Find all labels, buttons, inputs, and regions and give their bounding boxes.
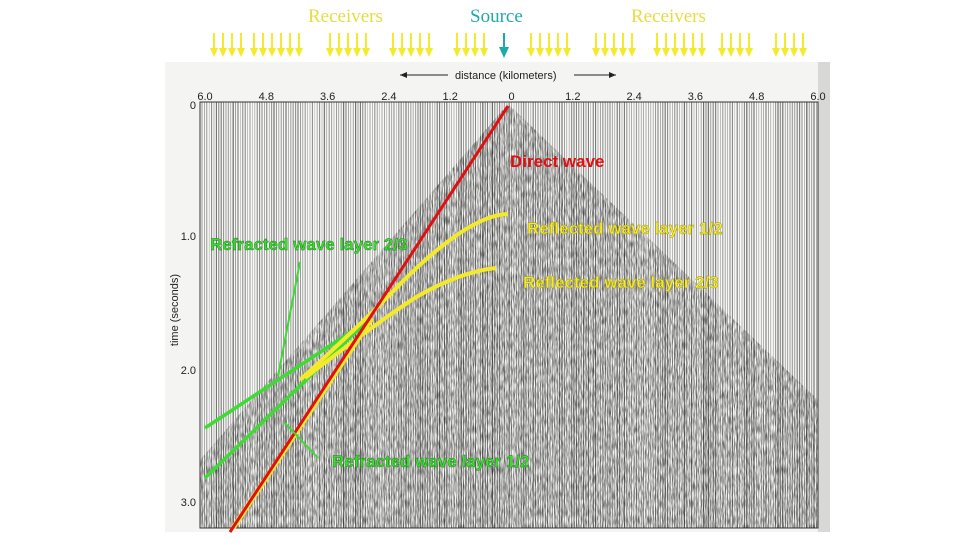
reflected-12-label: Reflected wave layer 1/2 xyxy=(527,219,723,238)
receiver-arrow xyxy=(407,33,415,57)
receiver-arrow xyxy=(563,33,571,57)
scan-edge xyxy=(818,62,830,532)
receiver-arrow xyxy=(362,33,370,57)
distance-axis-label: distance (kilometers) xyxy=(455,70,556,82)
receiver-arrow xyxy=(259,33,267,57)
receivers-left-label: Receivers xyxy=(308,6,383,27)
receiver-arrow xyxy=(790,33,798,57)
receiver-arrows xyxy=(210,33,807,58)
distance-tick-label: 6.0 xyxy=(197,91,212,103)
distance-tick-label: 2.4 xyxy=(626,91,641,103)
receiver-arrow xyxy=(277,33,285,57)
reflected-23-curve xyxy=(303,266,497,380)
receiver-arrow xyxy=(736,33,744,57)
direct-wave-label: Direct wave xyxy=(510,152,605,171)
distance-tick-label: 2.4 xyxy=(381,91,396,103)
distance-tick-label: 1.2 xyxy=(443,91,458,103)
receiver-arrow xyxy=(718,33,726,57)
distance-tick-label: 1.2 xyxy=(565,91,580,103)
receiver-arrow xyxy=(799,33,807,57)
distance-tick-label: 3.6 xyxy=(688,91,703,103)
receiver-arrow xyxy=(326,33,334,57)
direct-wave-line xyxy=(228,105,510,533)
receiver-arrow xyxy=(286,33,294,57)
receiver-arrow xyxy=(295,33,303,57)
distance-tick-label: 3.6 xyxy=(320,91,335,103)
time-tick-label: 0 xyxy=(190,100,196,112)
plot-frame xyxy=(199,101,819,529)
source-label: Source xyxy=(470,6,523,27)
time-ticks: 0 1.0 2.0 3.0 xyxy=(181,100,196,509)
wave-labels: Direct wave Reflected wave layer 1/2 Ref… xyxy=(210,152,723,471)
receiver-arrow xyxy=(453,33,461,57)
receiver-arrow xyxy=(219,33,227,57)
distance-arrowhead-left xyxy=(400,72,407,78)
distance-tick-label: 6.0 xyxy=(810,91,825,103)
time-tick-label: 3.0 xyxy=(181,497,196,509)
reflected-23-label: Reflected wave layer 2/3 xyxy=(523,273,719,292)
refracted-12-pointer xyxy=(283,421,319,459)
receiver-arrow xyxy=(592,33,600,57)
receiver-arrow xyxy=(662,33,670,57)
receiver-arrow xyxy=(727,33,735,57)
distance-tick-label: 4.8 xyxy=(259,91,274,103)
wave-lines xyxy=(203,105,510,533)
receiver-arrow xyxy=(527,33,535,57)
refracted-12-label: Refracted wave layer 1/2 xyxy=(332,452,530,471)
receiver-arrow xyxy=(545,33,553,57)
receiver-arrow xyxy=(462,33,470,57)
receiver-arrow xyxy=(210,33,218,57)
receiver-arrow xyxy=(480,33,488,57)
distance-ticks: 6.0 4.8 3.6 2.4 1.2 0 1.2 2.4 3.6 4.8 6.0 xyxy=(197,91,825,103)
receiver-arrow xyxy=(425,33,433,57)
receiver-arrow xyxy=(772,33,780,57)
receiver-arrow xyxy=(237,33,245,57)
distance-arrowhead-right xyxy=(609,72,616,78)
receiver-arrow xyxy=(781,33,789,57)
receiver-arrow xyxy=(698,33,706,57)
receiver-arrow xyxy=(335,33,343,57)
receiver-arrow xyxy=(610,33,618,57)
receiver-arrow xyxy=(619,33,627,57)
receiver-arrow xyxy=(398,33,406,57)
receiver-arrow xyxy=(680,33,688,57)
time-axis-label: time (seconds) xyxy=(169,274,181,346)
receiver-arrow xyxy=(250,33,258,57)
receiver-arrow xyxy=(554,33,562,57)
receiver-arrow xyxy=(628,33,636,57)
distance-tick-label: 4.8 xyxy=(749,91,764,103)
source-arrow xyxy=(499,33,509,58)
receiver-arrow xyxy=(416,33,424,57)
receiver-arrow xyxy=(671,33,679,57)
receiver-arrow xyxy=(471,33,479,57)
receiver-arrow xyxy=(601,33,609,57)
receiver-arrow xyxy=(268,33,276,57)
receiver-arrow xyxy=(745,33,753,57)
refracted-23-pointer xyxy=(277,261,301,377)
time-tick-label: 2.0 xyxy=(181,365,196,377)
distance-tick-label: 0 xyxy=(508,91,514,103)
receiver-arrow xyxy=(653,33,661,57)
receiver-arrow xyxy=(228,33,236,57)
reflected-12-curve xyxy=(298,212,509,382)
receiver-arrow xyxy=(536,33,544,57)
refracted-23-label: Refracted wave layer 2/3 xyxy=(210,235,408,254)
receivers-right-label: Receivers xyxy=(631,6,706,27)
refracted-12-line xyxy=(203,316,372,480)
time-tick-label: 1.0 xyxy=(181,231,196,243)
receiver-arrow xyxy=(353,33,361,57)
receiver-arrow xyxy=(689,33,697,57)
receiver-arrow xyxy=(389,33,397,57)
receiver-arrow xyxy=(344,33,352,57)
